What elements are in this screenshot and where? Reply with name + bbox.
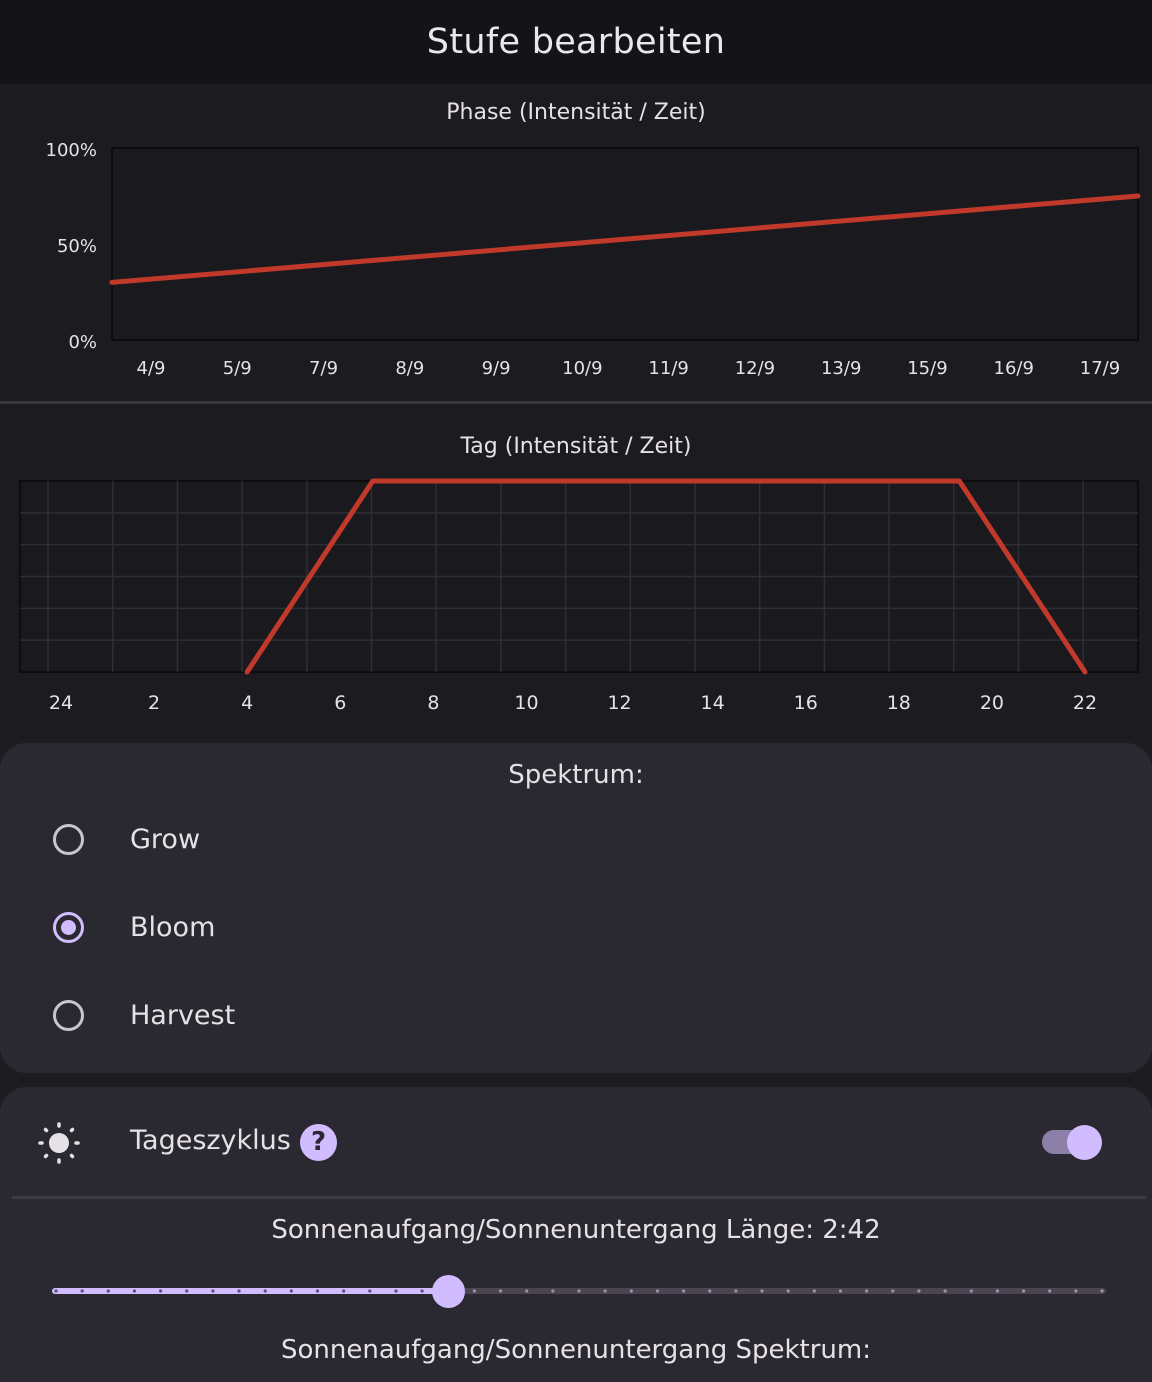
x-tick-label: 16/9	[994, 358, 1034, 379]
radio-option-grow[interactable]: Grow	[0, 799, 1152, 879]
spectrum-title: Spektrum:	[508, 760, 644, 790]
radio-option-harvest[interactable]: Harvest	[0, 975, 1152, 1055]
sunrise-spectrum-label: Sonnenaufgang/Sonnenuntergang Spektrum:	[280, 1335, 871, 1365]
radio-button[interactable]	[53, 999, 84, 1031]
plot-area	[111, 147, 1139, 341]
app-bar: Stufe bearbeiten	[0, 0, 1152, 84]
day-chart: 24 2 4 6 8 10 12 14 16 18 20 22	[19, 478, 1139, 714]
sunrise-length-label: Sonnenaufgang/Sonnenuntergang Länge: 2:4…	[271, 1215, 881, 1245]
x-tick-label: 12/9	[735, 358, 775, 379]
radio-option-bloom[interactable]: Bloom	[0, 887, 1152, 967]
phase-chart-section: Phase (Intensität / Zeit) 100% 50% 0% 4/9 5/…	[0, 84, 1152, 401]
x-tick-label: 11/9	[648, 358, 688, 379]
x-tick-label: 22	[1073, 692, 1097, 714]
spectrum-card: Spektrum: Grow Bloom Harvest	[0, 743, 1152, 1073]
day-chart-title: Tag (Intensität / Zeit)	[460, 434, 692, 459]
help-icon[interactable]: ?	[300, 1124, 337, 1161]
daycycle-card	[0, 1087, 1152, 1382]
x-tick-label: 13/9	[821, 358, 861, 379]
x-tick-label: 7/9	[309, 358, 338, 379]
x-tick-label: 5/9	[223, 358, 252, 379]
daycycle-toggle[interactable]	[1067, 1125, 1102, 1160]
y-tick-label: 50%	[57, 236, 97, 257]
x-tick-label: 12	[607, 692, 631, 714]
y-tick-label: 0%	[68, 332, 97, 353]
x-tick-label: 14	[701, 692, 725, 714]
x-tick-label: 15/9	[907, 358, 947, 379]
sunrise-length-slider-thumb[interactable]	[431, 1275, 465, 1308]
radio-label: Grow	[130, 823, 201, 855]
x-tick-label: 4	[241, 692, 253, 714]
x-tick-label: 20	[980, 692, 1004, 714]
radio-button[interactable]	[53, 911, 84, 943]
y-tick-label: 100%	[46, 140, 97, 161]
day-intensity-line	[244, 478, 1088, 675]
section-divider	[0, 401, 1152, 404]
x-tick-label: 17/9	[1080, 358, 1120, 379]
x-tick-label: 8/9	[395, 358, 424, 379]
x-tick-label: 10	[514, 692, 538, 714]
x-tick-label: 10/9	[562, 358, 602, 379]
phase-intensity-line	[109, 193, 1141, 285]
x-tick-label: 6	[334, 692, 346, 714]
x-tick-label: 2	[148, 692, 160, 714]
sunrise-length-slider-fill	[52, 1288, 449, 1294]
x-tick-label: 4/9	[137, 358, 166, 379]
x-tick-label: 8	[427, 692, 439, 714]
x-tick-label: 16	[794, 692, 818, 714]
day-chart-section: Tag (Intensität / Zeit) 24 2 4 6 8 10 12 14 16 18…	[0, 404, 1152, 740]
phase-chart-title: Phase (Intensität / Zeit)	[446, 100, 706, 125]
x-tick-label: 18	[887, 692, 911, 714]
radio-label: Bloom	[130, 911, 216, 943]
radio-button[interactable]	[53, 823, 84, 855]
x-tick-label: 9/9	[482, 358, 511, 379]
daycycle-label: Tageszyklus	[130, 1125, 291, 1156]
card-divider	[12, 1196, 1146, 1199]
daycycle-row[interactable]: Tageszyklus ?	[0, 1100, 1152, 1186]
page-title: Stufe bearbeiten	[426, 22, 726, 62]
radio-label: Harvest	[130, 999, 236, 1031]
phase-chart: 100% 50% 0% 4/9 5/9 7/9 8/9 9/9 10/9 11/9 12/9 13/9…	[46, 140, 1141, 379]
x-tick-label: 24	[49, 692, 73, 714]
sun-icon	[38, 1122, 80, 1164]
